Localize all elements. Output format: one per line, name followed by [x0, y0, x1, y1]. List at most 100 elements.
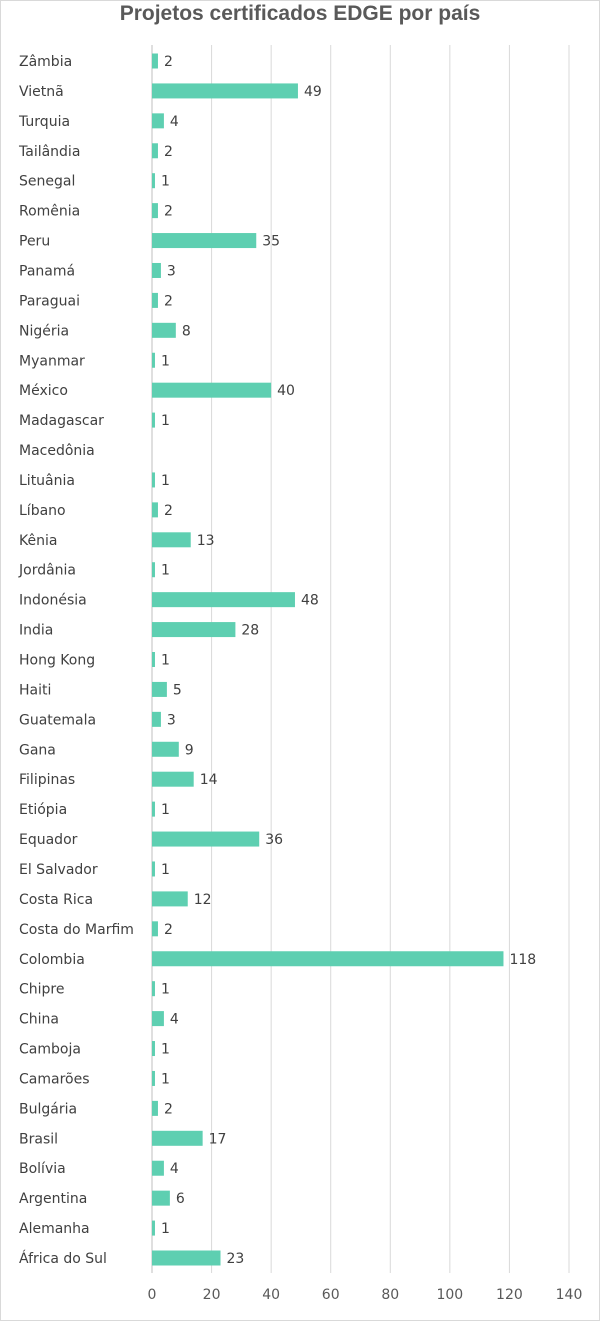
- data-label: 1: [161, 473, 170, 489]
- bar: [152, 382, 272, 398]
- data-label: 49: [304, 84, 322, 100]
- category-label: Filipinas: [19, 772, 75, 788]
- category-label: Indonésia: [19, 593, 87, 609]
- category-label: Haiti: [19, 682, 51, 698]
- category-label: Myanmar: [19, 353, 85, 369]
- category-label: Jordânia: [18, 563, 76, 579]
- category-label: Romênia: [19, 204, 80, 220]
- category-label: Kênia: [19, 533, 57, 549]
- data-label: 1: [161, 413, 170, 429]
- bar: [152, 412, 155, 428]
- bar: [152, 1100, 158, 1116]
- bar: [152, 801, 155, 817]
- bar: [152, 532, 191, 548]
- bar: [152, 1011, 164, 1027]
- category-label: Nigéria: [19, 323, 69, 339]
- data-label: 2: [164, 144, 173, 160]
- bar: [152, 502, 158, 518]
- category-label: Peru: [19, 234, 50, 250]
- bar: [152, 861, 155, 877]
- category-label: China: [19, 1012, 59, 1028]
- chart-title: Projetos certificados EDGE por país: [119, 2, 481, 25]
- category-label: África do Sul: [19, 1250, 107, 1267]
- bar: [152, 831, 260, 847]
- bar: [152, 622, 236, 638]
- x-tick-label: 60: [322, 1287, 340, 1303]
- bar: [152, 472, 155, 488]
- bar: [152, 771, 194, 787]
- bar: [152, 233, 257, 249]
- category-label: Argentina: [19, 1191, 87, 1207]
- category-label: Bolívia: [19, 1161, 66, 1177]
- bar: [152, 711, 161, 727]
- bar: [152, 562, 155, 578]
- category-label: Colombia: [19, 952, 85, 968]
- data-label: 12: [194, 892, 212, 908]
- bar: [152, 262, 161, 278]
- category-label: Equador: [19, 832, 78, 848]
- data-label: 1: [161, 862, 170, 878]
- bar: [152, 322, 176, 338]
- data-label: 2: [164, 54, 173, 70]
- category-label: Bulgária: [19, 1101, 77, 1117]
- category-label: El Salvador: [19, 862, 98, 878]
- bar: [152, 292, 158, 308]
- bar: [152, 53, 158, 69]
- data-label: 1: [161, 653, 170, 669]
- bar: [152, 1220, 155, 1236]
- data-label: 14: [200, 772, 218, 788]
- data-label: 17: [209, 1131, 227, 1147]
- data-label: 13: [197, 533, 215, 549]
- category-label: México: [19, 383, 68, 399]
- data-label: 3: [167, 263, 176, 279]
- data-label: 8: [182, 323, 191, 339]
- x-tick-label: 20: [203, 1287, 221, 1303]
- data-label: 1: [161, 802, 170, 818]
- data-label: 2: [164, 922, 173, 938]
- category-label: Camarões: [19, 1071, 90, 1087]
- category-label: Tailândia: [18, 144, 80, 160]
- bar: [152, 741, 179, 757]
- data-label: 1: [161, 1071, 170, 1087]
- category-label: Zâmbia: [19, 54, 72, 70]
- data-label: 1: [161, 1042, 170, 1058]
- data-label: 1: [161, 982, 170, 998]
- bar: [152, 681, 167, 697]
- x-tick-label: 140: [556, 1287, 583, 1303]
- category-label: Costa Rica: [19, 892, 93, 908]
- category-label: Senegal: [19, 174, 75, 190]
- x-tick-label: 40: [262, 1287, 280, 1303]
- data-label: 23: [227, 1251, 245, 1267]
- bar: [152, 652, 155, 667]
- bar: [152, 1250, 221, 1266]
- category-label: India: [19, 623, 53, 639]
- bar: [152, 203, 158, 219]
- category-label: Gana: [19, 742, 56, 758]
- data-label: 4: [170, 1161, 179, 1177]
- x-tick-label: 0: [148, 1287, 157, 1303]
- category-label: Camboja: [19, 1042, 81, 1058]
- data-label: 1: [161, 1221, 170, 1237]
- data-label: 28: [241, 623, 259, 639]
- data-label: 36: [265, 832, 283, 848]
- bar: [152, 1190, 170, 1206]
- x-tick-label: 80: [381, 1287, 399, 1303]
- category-label: Guatemala: [19, 712, 96, 728]
- data-label: 2: [164, 1101, 173, 1117]
- category-label: Madagascar: [19, 413, 104, 429]
- data-label: 48: [301, 593, 319, 609]
- category-label: Chipre: [19, 982, 65, 998]
- bar: [152, 1070, 155, 1086]
- data-label: 1: [161, 563, 170, 579]
- bar: [152, 83, 298, 99]
- bar: [152, 1160, 164, 1176]
- x-tick-label: 100: [436, 1287, 463, 1303]
- bar: [152, 951, 504, 967]
- category-label: Hong Kong: [19, 653, 95, 669]
- category-label: Costa do Marfim: [19, 922, 134, 938]
- data-label: 4: [170, 1012, 179, 1028]
- data-label: 35: [262, 234, 280, 250]
- category-label: Paraguai: [19, 293, 80, 309]
